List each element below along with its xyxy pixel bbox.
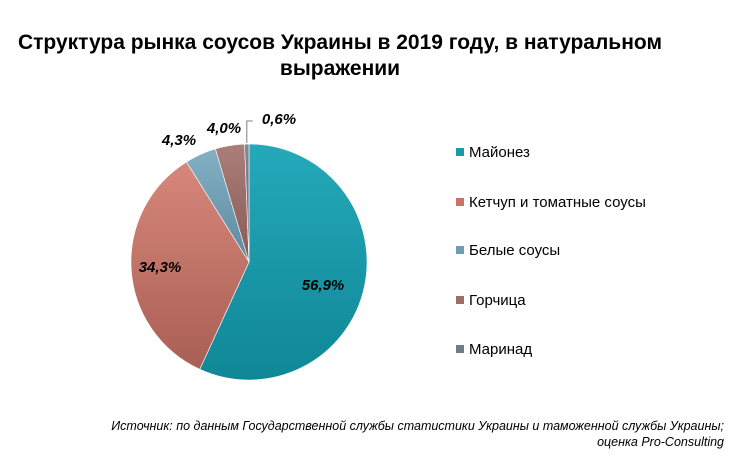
chart-title: Структура рынка соусов Украины в 2019 го…: [0, 30, 680, 82]
legend-swatch-mayonnaise: [456, 148, 464, 156]
leader-line-marinade: [246, 120, 253, 143]
legend-label-ketchup: Кетчуп и томатные соусы: [469, 194, 646, 211]
pie-slice-ketchup: [130, 161, 250, 370]
chart-title-text: Структура рынка соусов Украины в 2019 го…: [17, 31, 662, 80]
legend-swatch-mustard: [456, 296, 464, 304]
source-note: Источник: по данным Государственной служ…: [24, 418, 724, 450]
legend-label-mustard: Горчица: [469, 292, 526, 309]
data-label-mayonnaise: 56,9%: [302, 277, 345, 294]
source-note-line-2: оценка Pro-Consulting: [597, 435, 724, 449]
source-note-line-1: Источник: по данным Государственной служ…: [111, 419, 724, 433]
pie-slices: [130, 143, 368, 381]
data-label-ketchup: 34,3%: [139, 259, 182, 276]
legend-item-mayonnaise: Майонез: [456, 142, 649, 163]
pie-slice-marinade: [244, 143, 250, 263]
data-labels: 56,9% 34,3% 4,3% 4,0% 0,6%: [139, 111, 345, 294]
data-label-white-sauces: 4,3%: [161, 132, 196, 149]
legend-label-white-sauces: Белые соусы: [469, 242, 561, 259]
legend-swatch-white-sauces: [456, 246, 464, 254]
legend-label-marinade: Маринад: [469, 341, 533, 358]
legend-item-marinade: Маринад: [456, 339, 649, 360]
legend-swatch-marinade: [456, 345, 464, 353]
data-label-mustard: 4,0%: [206, 120, 241, 137]
data-label-marinade: 0,6%: [262, 111, 296, 128]
legend-item-mustard: Горчица: [456, 290, 649, 311]
pie-slice-mayonnaise: [199, 143, 368, 381]
legend-item-white-sauces: Белые соусы: [456, 240, 649, 261]
legend-label-mayonnaise: Майонез: [469, 144, 530, 161]
legend-item-ketchup: Кетчуп и томатные соусы: [456, 192, 649, 213]
legend-swatch-ketchup: [456, 198, 464, 206]
